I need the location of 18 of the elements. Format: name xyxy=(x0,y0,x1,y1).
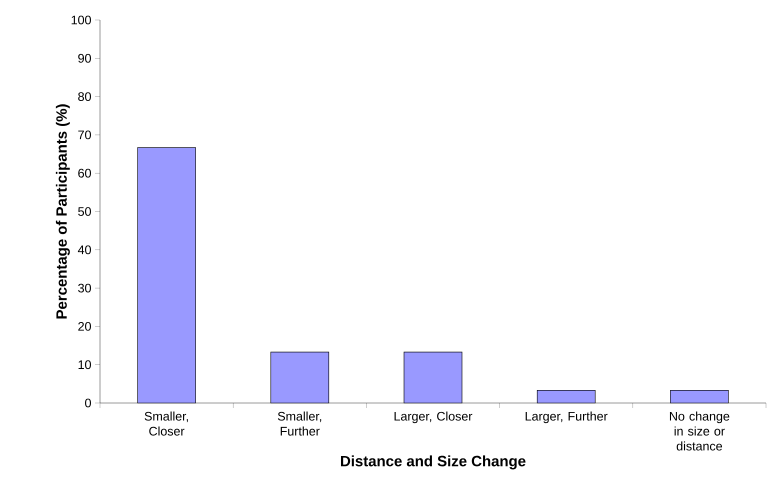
y-tick-label: 40 xyxy=(78,245,91,254)
y-tick-label: 0 xyxy=(85,398,91,408)
y-tick-label: 10 xyxy=(78,360,91,370)
y-tick-label: 50 xyxy=(78,207,91,216)
x-tick-label: Smaller, Closer xyxy=(144,412,188,436)
x-tick-label: Larger, Closer xyxy=(394,412,472,424)
y-tick-label: 80 xyxy=(78,92,91,102)
x-tick-label: No change in size or distance xyxy=(670,412,730,451)
x-tick-label: Larger, Further xyxy=(526,412,608,424)
x-tick-label: Smaller, Further xyxy=(278,412,322,436)
y-tick-label: 20 xyxy=(78,322,91,331)
y-tick-label: 30 xyxy=(78,284,91,293)
y-axis-title: Percentage of Participants (%) xyxy=(56,104,70,318)
y-tick-label: 100 xyxy=(72,16,91,24)
y-tick-label: 90 xyxy=(78,54,91,63)
x-axis-title: Distance and Size Change xyxy=(340,455,526,470)
y-tick-label: 60 xyxy=(78,168,91,178)
y-tick-label: 70 xyxy=(78,130,91,140)
